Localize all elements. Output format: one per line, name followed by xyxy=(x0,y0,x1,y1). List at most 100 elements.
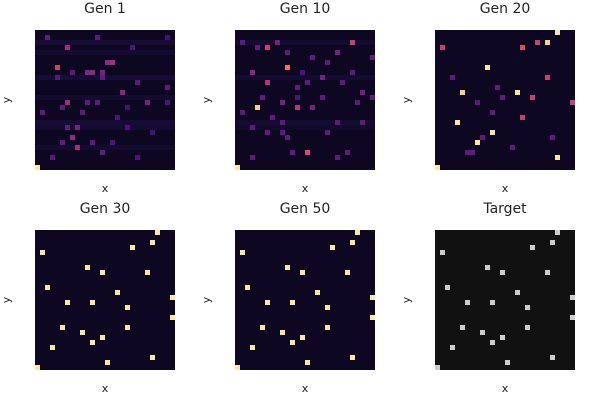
heatmap-row-band xyxy=(235,125,375,130)
panel-title: Gen 30 xyxy=(80,201,131,217)
heatmap-cell xyxy=(240,110,245,115)
heatmap-cell xyxy=(295,85,300,90)
heatmap-cell xyxy=(170,315,175,320)
heatmap-cell xyxy=(305,360,310,365)
heatmap-cell xyxy=(40,110,45,115)
heatmap-cell xyxy=(60,325,65,330)
heatmap-cell xyxy=(285,135,290,140)
heatmap-cell xyxy=(370,55,375,60)
heatmap-cell xyxy=(75,125,80,130)
heatmap-cell xyxy=(170,295,175,300)
heatmap-cell xyxy=(335,155,340,160)
heatmap-cell xyxy=(485,65,490,70)
heatmap-cell xyxy=(70,70,75,75)
heatmap-background xyxy=(235,230,375,370)
heatmap-cell xyxy=(545,40,550,45)
heatmap-cell xyxy=(100,270,105,275)
heatmap-cell xyxy=(355,100,360,105)
heatmap-cell xyxy=(85,100,90,105)
heatmap-cell xyxy=(485,265,490,270)
heatmap-cell xyxy=(250,70,255,75)
y-axis-label: y xyxy=(400,96,413,103)
heatmap-cell xyxy=(165,100,170,105)
heatmap-cell xyxy=(95,35,100,40)
heatmap-cell xyxy=(470,150,475,155)
heatmap-cell xyxy=(325,305,330,310)
heatmap-cell xyxy=(235,365,240,370)
heatmap-cell xyxy=(555,230,560,235)
heatmap-cell xyxy=(290,340,295,345)
heatmap-cell xyxy=(265,45,270,50)
heatmap-cell xyxy=(125,305,130,310)
y-axis-label: y xyxy=(200,296,213,303)
heatmap-cell xyxy=(550,355,555,360)
panel-title: Gen 10 xyxy=(280,1,331,17)
panel-title: Gen 20 xyxy=(480,1,531,17)
heatmap-cell xyxy=(555,30,560,35)
heatmap-cell xyxy=(290,150,295,155)
heatmap-cell xyxy=(570,315,575,320)
heatmap-cell xyxy=(530,245,535,250)
heatmap-cell xyxy=(455,120,460,125)
panel-title: Gen 50 xyxy=(280,201,331,217)
heatmap-row-band xyxy=(35,145,175,150)
heatmap-cell xyxy=(100,335,105,340)
heatmap-cell xyxy=(490,130,495,135)
heatmap-cell xyxy=(265,130,270,135)
heatmap-cell xyxy=(545,75,550,80)
heatmap-cell xyxy=(45,35,50,40)
heatmap-cell xyxy=(65,100,70,105)
heatmap-cell xyxy=(300,270,305,275)
heatmap-cell xyxy=(95,100,100,105)
heatmap-cell xyxy=(305,150,310,155)
heatmap-cell xyxy=(570,295,575,300)
heatmap-row-band xyxy=(235,120,375,125)
heatmap-cell xyxy=(320,95,325,100)
heatmap-cell xyxy=(100,75,105,80)
heatmap-cell xyxy=(165,35,170,40)
heatmap-panel: Target x y xyxy=(400,201,575,395)
heatmap-cell xyxy=(70,135,75,140)
heatmap-cell xyxy=(250,155,255,160)
panel-title: Gen 1 xyxy=(84,1,126,17)
heatmap-cell xyxy=(295,105,300,110)
heatmap-cell xyxy=(500,270,505,275)
heatmap-cell xyxy=(490,340,495,345)
heatmap-cell xyxy=(465,150,470,155)
heatmap-cell xyxy=(255,105,260,110)
heatmap-cell xyxy=(445,285,450,290)
heatmap-cell xyxy=(270,115,275,120)
heatmap-cell xyxy=(150,355,155,360)
heatmap-cell xyxy=(350,355,355,360)
heatmap-cell xyxy=(150,240,155,245)
heatmap-row-band xyxy=(35,125,175,130)
heatmap-cell xyxy=(555,155,560,160)
heatmap-cell xyxy=(125,125,130,130)
heatmap-cell xyxy=(105,360,110,365)
heatmap-cell xyxy=(80,330,85,335)
heatmap-cell xyxy=(370,315,375,320)
heatmap-cell xyxy=(295,95,300,100)
x-axis-label: x xyxy=(502,382,509,395)
heatmap-cell xyxy=(285,265,290,270)
heatmap-cell xyxy=(130,45,135,50)
heatmap-cell xyxy=(370,295,375,300)
heatmap-cell xyxy=(350,40,355,45)
heatmap-cell xyxy=(320,75,325,80)
heatmap-cell xyxy=(135,80,140,85)
x-axis-label: x xyxy=(102,182,109,195)
heatmap-cell xyxy=(85,70,90,75)
heatmap-cell xyxy=(265,80,270,85)
heatmap-cell xyxy=(330,245,335,250)
heatmap-cell xyxy=(345,270,350,275)
heatmap-cell xyxy=(450,345,455,350)
heatmap-cell xyxy=(535,40,540,45)
heatmap-cell xyxy=(355,230,360,235)
heatmap-cell xyxy=(530,95,535,100)
heatmap-cell xyxy=(255,45,260,50)
heatmap-cell xyxy=(275,40,280,45)
heatmap-cell xyxy=(520,45,525,50)
heatmap-cell xyxy=(570,100,575,105)
heatmap-cell xyxy=(60,140,65,145)
